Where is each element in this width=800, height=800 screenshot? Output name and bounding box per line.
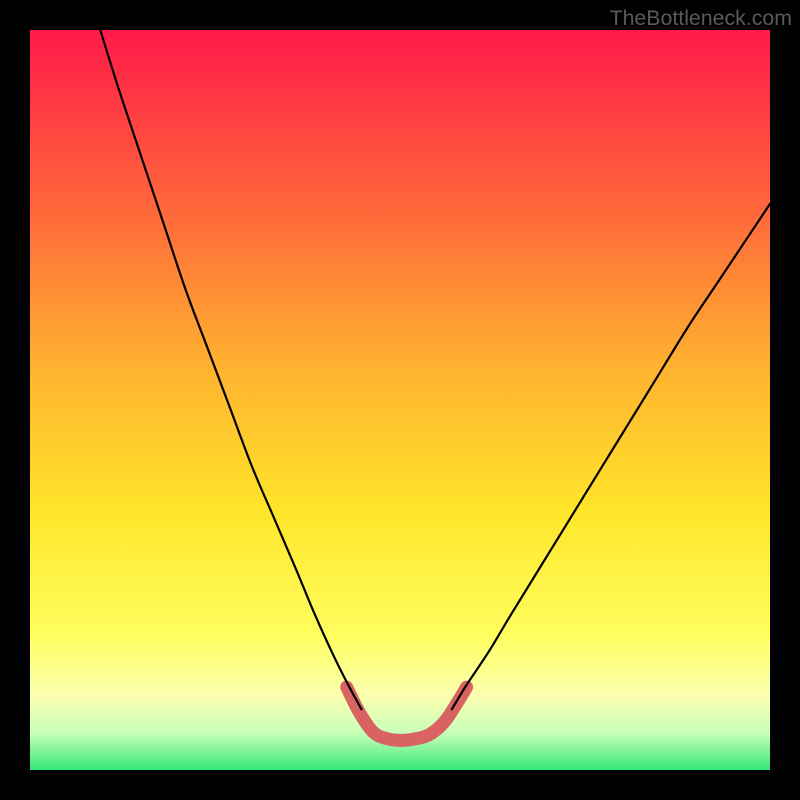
curve-layer bbox=[0, 0, 800, 800]
bottleneck-curve-left bbox=[100, 30, 361, 709]
bottleneck-curve-right bbox=[452, 204, 770, 709]
bottleneck-curve-bottom-band bbox=[347, 687, 467, 740]
chart-container: TheBottleneck.com bbox=[0, 0, 800, 800]
